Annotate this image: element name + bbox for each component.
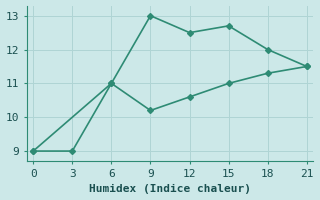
X-axis label: Humidex (Indice chaleur): Humidex (Indice chaleur) [89, 184, 251, 194]
